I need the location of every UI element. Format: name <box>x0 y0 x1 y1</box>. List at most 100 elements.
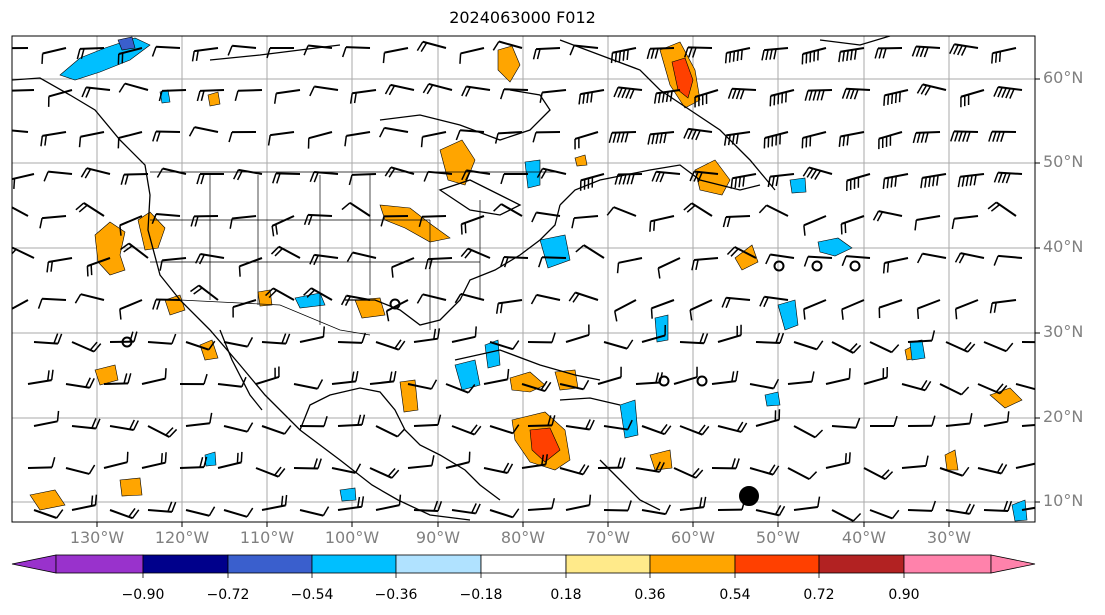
wind-barb <box>40 131 67 147</box>
lat-label: 10°N <box>1043 491 1084 510</box>
wind-barb <box>261 425 292 435</box>
colorbar-tick-label: 0.36 <box>634 587 666 603</box>
wind-barb <box>878 299 903 319</box>
wind-barb <box>238 257 263 277</box>
wind-barb <box>413 500 443 513</box>
wind-barb <box>272 172 301 184</box>
wind-barb <box>190 215 219 227</box>
wind-barb <box>460 247 491 259</box>
lon-label: 40°W <box>841 528 887 547</box>
wind-barb <box>117 131 143 149</box>
wind-barb <box>916 83 947 96</box>
wind-barb <box>341 202 371 217</box>
wind-barb <box>647 131 675 145</box>
wind-barb <box>47 89 73 107</box>
wind-barb <box>977 463 1008 475</box>
wind-barb <box>12 173 35 189</box>
wind-barb <box>454 292 485 304</box>
wind-barb <box>882 257 909 274</box>
wind-barb <box>341 46 371 58</box>
wind-barb <box>1021 506 1035 511</box>
wind-barb <box>12 299 29 310</box>
wind-barb <box>539 89 567 103</box>
wind-barb <box>565 324 590 343</box>
wind-barb <box>489 508 520 519</box>
wind-barb <box>12 89 35 92</box>
wind-barb <box>109 419 139 431</box>
wind-barb <box>993 86 1023 99</box>
wind-barb <box>939 383 970 396</box>
wind-barb <box>802 166 833 180</box>
wind-barb <box>597 457 626 469</box>
wind-barb <box>76 47 105 60</box>
wind-barb <box>255 366 280 385</box>
wind-barb <box>831 509 862 522</box>
wind-barb <box>147 425 178 438</box>
wind-barb <box>261 494 288 511</box>
wind-barb <box>75 202 105 217</box>
lon-label: 80°W <box>500 528 546 547</box>
wind-barb <box>1015 462 1035 469</box>
wind-barb <box>78 131 105 148</box>
wind-barb <box>536 167 567 179</box>
wind-barb <box>407 379 438 390</box>
wind-barb <box>679 333 709 345</box>
wind-barb <box>988 130 1017 142</box>
wind-barb <box>793 496 821 511</box>
lat-label: 40°N <box>1043 237 1084 256</box>
wind-barb <box>683 202 713 217</box>
wind-barb <box>384 83 415 96</box>
wind-barb <box>717 421 748 433</box>
wind-barb <box>141 452 167 469</box>
wind-barb <box>309 253 339 266</box>
wind-barb <box>344 131 371 147</box>
wind-barb <box>500 172 529 185</box>
wind-barb <box>270 245 301 259</box>
wind-barb <box>650 299 675 319</box>
wind-barb <box>451 424 482 436</box>
wind-barb <box>527 332 556 344</box>
wind-barb <box>914 215 941 231</box>
wind-barb <box>613 86 643 100</box>
wind-barb <box>190 284 219 301</box>
colorbar-tick-label: −0.72 <box>206 587 250 603</box>
wind-barb <box>691 257 719 271</box>
wind-barb <box>493 203 523 217</box>
wind-barb <box>483 462 514 474</box>
wind-barb <box>954 252 985 264</box>
colorbar <box>11 554 1036 578</box>
wind-barb <box>649 215 675 232</box>
wind-barb <box>841 87 871 100</box>
wind-barb <box>641 423 672 436</box>
wind-barb <box>565 419 595 431</box>
wind-barb <box>461 85 491 97</box>
wind-barb <box>804 89 833 101</box>
wind-barb <box>196 173 225 185</box>
wind-barb <box>911 45 941 58</box>
wind-barb <box>416 293 447 304</box>
wind-barb <box>954 299 979 320</box>
system-markers <box>121 260 861 506</box>
wind-barb <box>983 341 1014 353</box>
wind-barb <box>907 500 937 512</box>
open-circle-marker <box>121 336 133 348</box>
wind-barb <box>610 47 637 64</box>
wind-barb <box>939 466 970 477</box>
wind-barb <box>65 377 95 389</box>
open-circle-marker <box>658 375 670 387</box>
colorbar-tick-label: 0.18 <box>550 587 582 603</box>
wind-barb <box>80 167 111 179</box>
wind-barb <box>571 215 599 229</box>
wind-barb <box>261 333 291 345</box>
wind-barb <box>81 86 111 98</box>
wind-barb <box>147 333 177 345</box>
wind-barb <box>694 89 719 108</box>
wind-barb <box>993 171 1023 184</box>
wind-barb <box>717 324 742 343</box>
wind-barb <box>119 299 143 320</box>
wind-barb <box>727 87 757 100</box>
wind-barb <box>907 415 936 427</box>
wind-barb <box>869 509 900 520</box>
wind-barb <box>679 424 710 436</box>
wind-barb <box>196 89 225 102</box>
